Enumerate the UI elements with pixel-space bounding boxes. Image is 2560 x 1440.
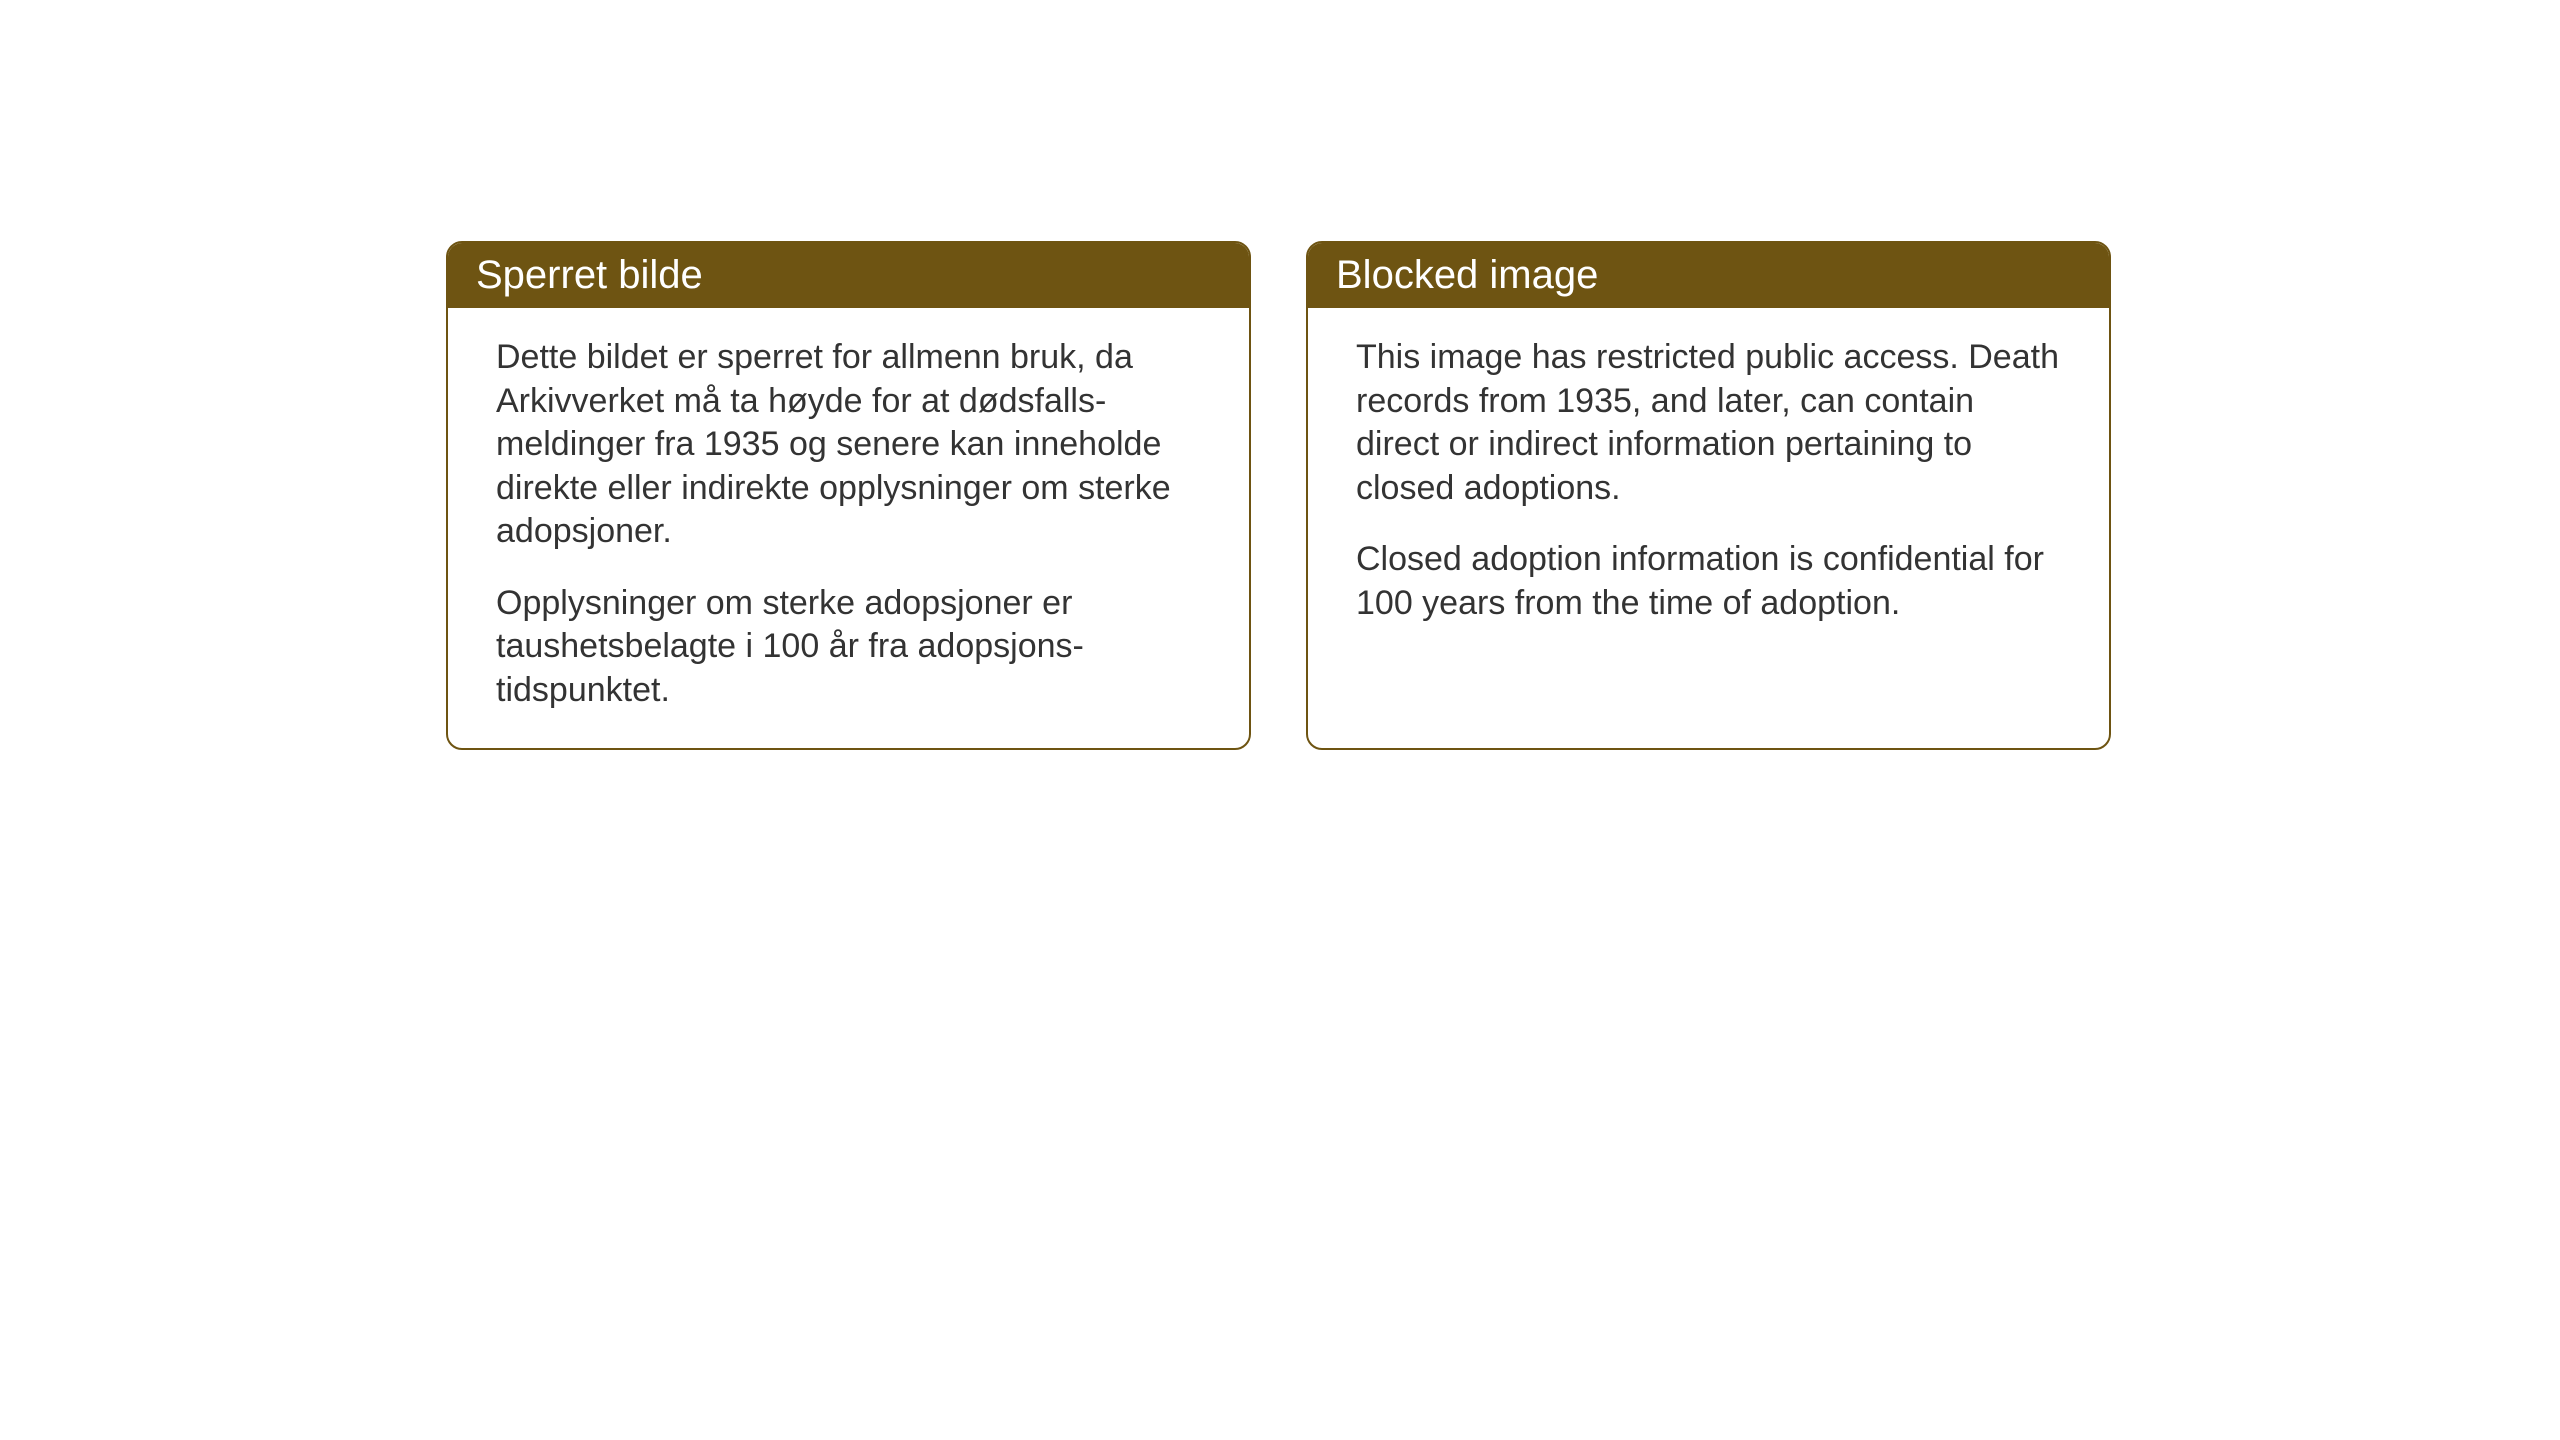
english-card-header: Blocked image xyxy=(1308,243,2109,308)
english-paragraph-1: This image has restricted public access.… xyxy=(1356,336,2061,510)
english-paragraph-2: Closed adoption information is confident… xyxy=(1356,538,2061,625)
english-card-body: This image has restricted public access.… xyxy=(1308,308,2109,661)
english-card-title: Blocked image xyxy=(1336,253,1598,297)
norwegian-paragraph-2: Opplysninger om sterke adopsjoner er tau… xyxy=(496,582,1201,713)
norwegian-card-header: Sperret bilde xyxy=(448,243,1249,308)
norwegian-paragraph-1: Dette bildet er sperret for allmenn bruk… xyxy=(496,336,1201,554)
norwegian-notice-card: Sperret bilde Dette bildet er sperret fo… xyxy=(446,241,1251,750)
notice-container: Sperret bilde Dette bildet er sperret fo… xyxy=(446,241,2111,750)
english-notice-card: Blocked image This image has restricted … xyxy=(1306,241,2111,750)
norwegian-card-title: Sperret bilde xyxy=(476,253,703,297)
norwegian-card-body: Dette bildet er sperret for allmenn bruk… xyxy=(448,308,1249,748)
